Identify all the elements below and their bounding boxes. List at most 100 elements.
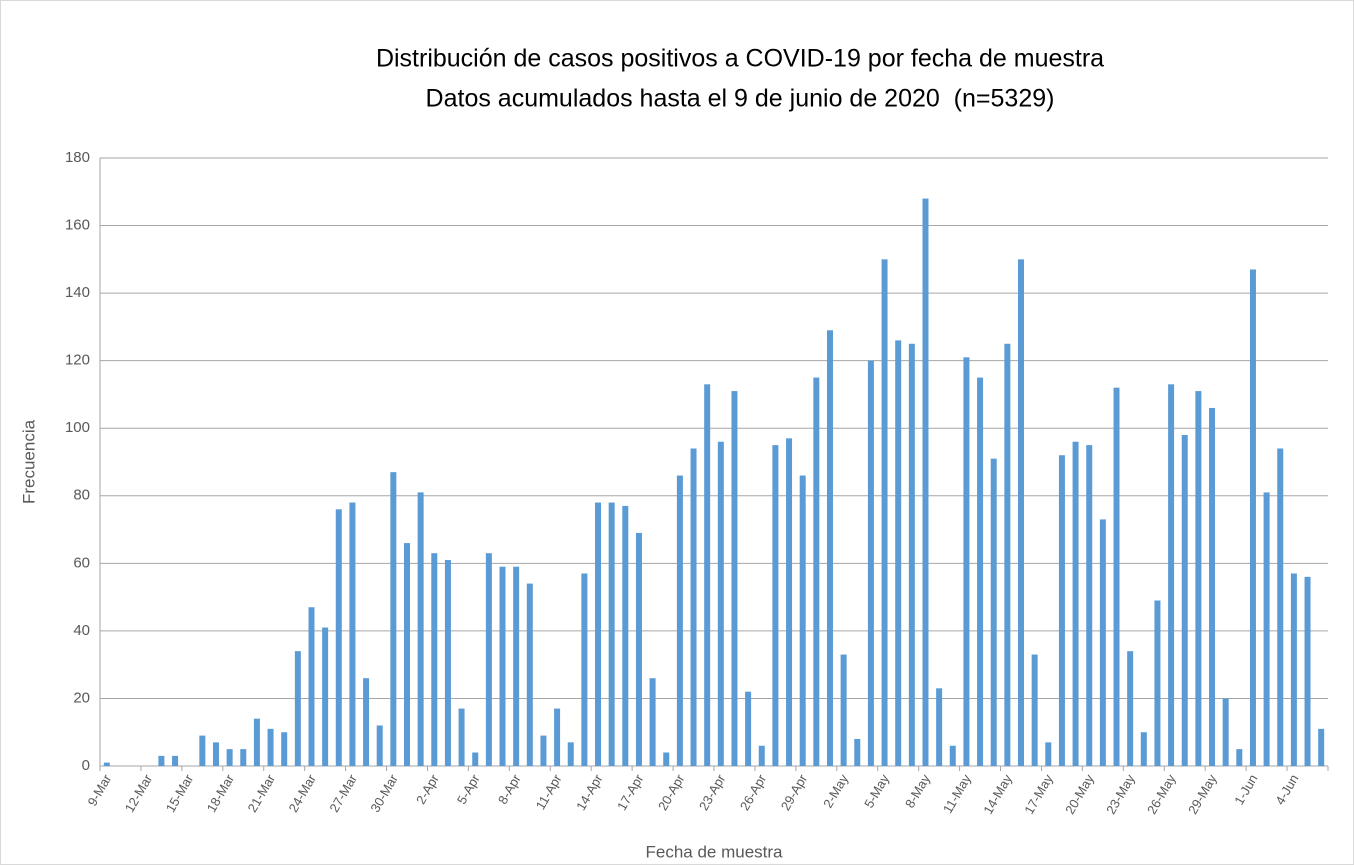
bar (554, 708, 561, 766)
bar (1072, 441, 1079, 766)
bar (294, 651, 301, 766)
bar (404, 543, 410, 766)
y-tick-label: 160 (65, 217, 90, 234)
bar (1058, 455, 1065, 766)
bar (1086, 445, 1093, 766)
bar (485, 553, 492, 766)
bar (826, 330, 833, 766)
bar (390, 472, 397, 766)
bar (922, 198, 929, 767)
bar (758, 745, 765, 766)
bar (704, 384, 711, 766)
bar (595, 502, 602, 766)
bar (663, 752, 670, 766)
bar (949, 745, 956, 766)
bar (1304, 576, 1311, 766)
bar (226, 749, 233, 766)
bar (1236, 749, 1243, 766)
bar (731, 391, 738, 766)
bar (1113, 387, 1120, 766)
bar (1277, 448, 1284, 766)
bar (363, 678, 370, 766)
y-tick-label: 120 (65, 352, 90, 369)
bar (635, 532, 642, 766)
y-axis-label: Frecuencia (19, 419, 38, 504)
bar (540, 735, 547, 766)
bar (212, 742, 219, 766)
bar (990, 458, 997, 766)
bar (253, 718, 260, 766)
bar (431, 553, 438, 766)
bar (1168, 384, 1175, 766)
bar (499, 566, 506, 766)
bar (281, 732, 288, 766)
y-tick-label: 20 (73, 689, 90, 706)
chart-title: Distribución de casos positivos a COVID-… (376, 45, 1104, 73)
bar (335, 509, 342, 766)
y-tick-label: 180 (65, 149, 90, 166)
y-tick-label: 60 (73, 554, 90, 571)
bar (349, 502, 356, 766)
bar (1249, 269, 1256, 766)
bar (840, 654, 847, 766)
bar (458, 708, 465, 766)
bar (813, 377, 820, 766)
bar (103, 762, 110, 766)
bar (799, 475, 806, 766)
bar (1263, 492, 1270, 766)
bar (199, 735, 206, 766)
bar (1099, 519, 1106, 766)
bar (322, 627, 329, 766)
bar (1018, 259, 1024, 766)
bar (690, 448, 697, 766)
bar (581, 573, 588, 766)
bar (963, 357, 970, 766)
bar (267, 728, 274, 766)
bar (526, 583, 533, 766)
bar (417, 492, 424, 766)
bar (472, 752, 479, 766)
bar (608, 502, 615, 766)
bar (513, 566, 520, 766)
bar (649, 678, 656, 766)
bar (567, 742, 574, 766)
bar (895, 340, 902, 766)
bar (676, 475, 683, 766)
bar (158, 755, 165, 766)
y-tick-label: 100 (65, 419, 90, 436)
bar (881, 259, 888, 766)
bar (717, 441, 724, 766)
bar (1181, 434, 1188, 766)
bar (1290, 573, 1297, 766)
y-tick-label: 0 (82, 757, 90, 774)
bar (308, 607, 315, 766)
bar (1004, 343, 1011, 766)
bar (622, 505, 629, 766)
bar (1031, 654, 1038, 766)
x-axis-label: Fecha de muestra (645, 842, 783, 861)
bar (1318, 728, 1325, 766)
y-tick-label: 40 (73, 622, 90, 639)
chart-subtitle: Datos acumulados hasta el 9 de junio de … (426, 85, 1055, 113)
bar (854, 738, 861, 766)
bar (240, 749, 247, 766)
bar (1195, 391, 1202, 766)
bar (444, 559, 451, 766)
bar (1140, 732, 1147, 766)
y-tick-label: 80 (73, 487, 90, 504)
bar (172, 755, 179, 766)
bar (772, 445, 779, 766)
bar (977, 377, 984, 766)
bar (1209, 407, 1216, 766)
bar (867, 360, 874, 766)
bar (376, 725, 383, 766)
bar (786, 438, 793, 766)
bar (1154, 600, 1161, 766)
y-tick-label: 140 (65, 284, 90, 301)
bar (745, 691, 752, 766)
bar (908, 343, 915, 766)
bar (1045, 742, 1052, 766)
bar (936, 688, 943, 766)
bar (1127, 651, 1134, 766)
